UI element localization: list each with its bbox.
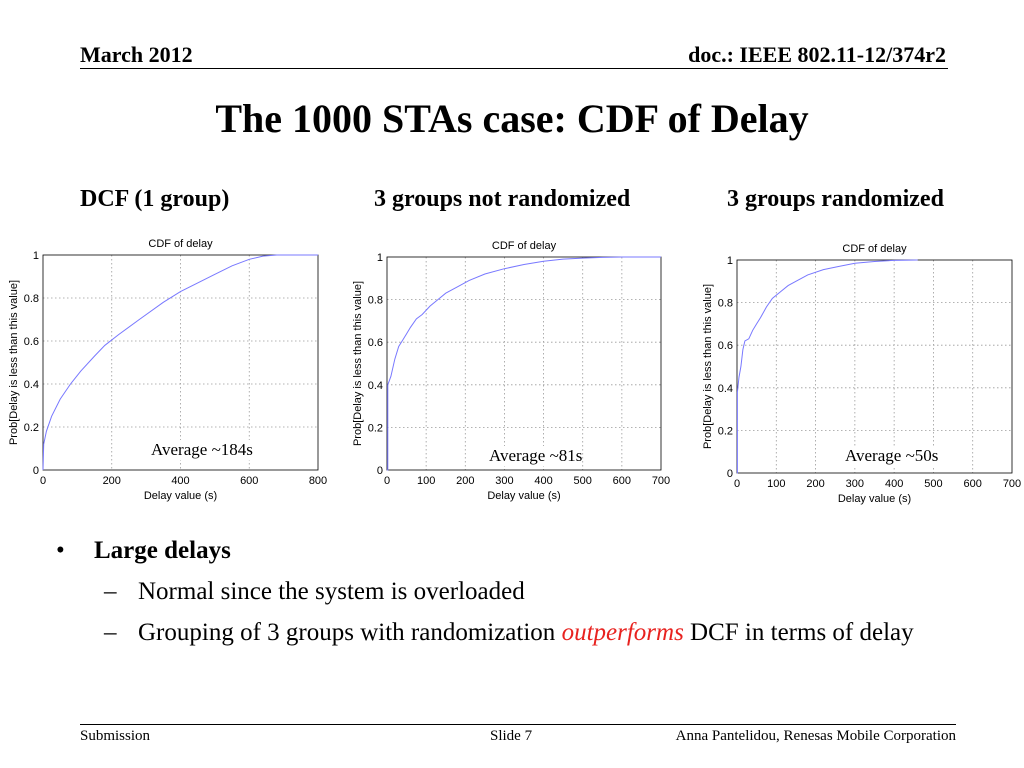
bullet-dash: – <box>104 619 117 646</box>
y-tick-label: 1 <box>33 250 39 262</box>
footer-slide-number: Slide 7 <box>490 728 533 744</box>
y-tick-label: 0.6 <box>368 337 383 349</box>
y-tick-label: 0 <box>33 465 39 477</box>
x-tick-label: 100 <box>767 478 785 490</box>
y-tick-label: 1 <box>377 252 383 264</box>
plot-frame <box>736 259 1013 474</box>
x-axis-label: Delay value (s) <box>838 493 911 505</box>
x-tick-label: 300 <box>495 475 513 487</box>
bullet-main: • Large delays <box>56 530 976 571</box>
x-tick-label: 600 <box>240 475 258 487</box>
bullet-sub-2-pre: Grouping of 3 groups with randomization <box>138 619 562 646</box>
bullet-sub-1-text: Normal since the system is overloaded <box>138 578 525 605</box>
y-tick-label: 0.2 <box>24 422 39 434</box>
x-tick-label: 600 <box>964 478 982 490</box>
x-tick-label: 500 <box>924 478 942 490</box>
cdf-chart-not-randomized: 0 100 200 300 400 500 600 700 0 0.2 0.4 0.6 0.8 1 CDF … <box>352 240 670 502</box>
x-tick-label: 200 <box>456 475 474 487</box>
y-axis-label: Prob[Delay is less than this value] <box>352 281 364 446</box>
y-tick-label: 0.6 <box>24 336 39 348</box>
cdf-series-line <box>736 259 918 474</box>
y-axis-label: Prob[Delay is less than this value] <box>8 280 20 445</box>
cdf-chart-randomized: 0 100 200 300 400 500 600 700 0 0.2 0.4 0.6 0.8 1 CDF … <box>702 243 1021 505</box>
x-tick-label: 200 <box>806 478 824 490</box>
x-tick-label: 200 <box>103 475 121 487</box>
y-tick-label: 0.4 <box>718 383 733 395</box>
y-tick-label: 0 <box>377 465 383 477</box>
bullet-sub-1: – Normal since the system is overloaded <box>56 571 976 612</box>
plot-title: CDF of delay <box>492 240 557 252</box>
y-tick-label: 0.6 <box>718 340 733 352</box>
x-tick-label: 300 <box>846 478 864 490</box>
y-tick-label: 0.2 <box>368 422 383 434</box>
x-axis-label: Delay value (s) <box>144 490 217 502</box>
bullet-sub-2-post: DCF in terms of delay <box>683 619 914 646</box>
average-label-randomized: Average ~50s <box>845 446 939 466</box>
x-tick-label: 600 <box>613 475 631 487</box>
bullet-list: • Large delays – Normal since the system… <box>56 530 976 653</box>
plot-frame <box>42 254 319 471</box>
chart-caption-randomized: 3 groups randomized <box>727 186 944 212</box>
chart-caption-dcf: DCF (1 group) <box>80 186 230 212</box>
y-tick-label: 0.8 <box>718 298 733 310</box>
bullet-dot: • <box>56 537 65 564</box>
footer-rule <box>80 724 956 725</box>
bullet-main-text: Large delays <box>94 537 231 564</box>
x-tick-label: 0 <box>734 478 740 490</box>
header-date: March 2012 <box>80 42 193 67</box>
y-tick-label: 0.4 <box>368 380 383 392</box>
x-tick-label: 400 <box>885 478 903 490</box>
x-tick-label: 500 <box>574 475 592 487</box>
x-tick-label: 700 <box>1003 478 1021 490</box>
chart-caption-not-randomized: 3 groups not randomized <box>374 186 631 212</box>
header-doc-id: doc.: IEEE 802.11-12/374r2 <box>688 42 946 67</box>
y-tick-label: 0.8 <box>368 295 383 307</box>
cdf-series-line <box>387 256 661 471</box>
bullet-sub-2-emphasis: outperforms <box>561 619 684 646</box>
x-tick-label: 700 <box>652 475 670 487</box>
x-tick-label: 0 <box>40 475 46 487</box>
average-label-dcf: Average ~184s <box>151 440 253 460</box>
footer-author: Anna Pantelidou, Renesas Mobile Corporat… <box>675 728 956 744</box>
y-tick-label: 1 <box>727 255 733 267</box>
x-tick-label: 800 <box>309 475 327 487</box>
plot-frame <box>386 256 662 471</box>
x-tick-label: 400 <box>171 475 189 487</box>
slide-title: The 1000 STAs case: CDF of Delay <box>215 96 809 141</box>
x-tick-label: 0 <box>384 475 390 487</box>
x-tick-label: 100 <box>417 475 435 487</box>
average-label-not-randomized: Average ~81s <box>489 446 583 466</box>
x-axis-label: Delay value (s) <box>487 490 560 502</box>
y-tick-label: 0.8 <box>24 293 39 305</box>
bullet-sub-2: – Grouping of 3 groups with randomizatio… <box>56 612 976 653</box>
bullet-dash: – <box>104 578 117 605</box>
y-tick-label: 0 <box>727 468 733 480</box>
x-tick-label: 400 <box>534 475 552 487</box>
y-tick-label: 0.4 <box>24 379 39 391</box>
footer-submission: Submission <box>80 728 151 744</box>
header-rule <box>80 68 948 69</box>
plot-title: CDF of delay <box>148 238 213 250</box>
cdf-chart-dcf: 0 200 400 600 800 0 0.2 0.4 0.6 0.8 1 CDF of delay D… <box>8 238 327 502</box>
y-tick-label: 0.2 <box>718 425 733 437</box>
cdf-series-line <box>42 254 318 471</box>
plot-title: CDF of delay <box>842 243 907 255</box>
y-axis-label: Prob[Delay is less than this value] <box>702 284 714 449</box>
